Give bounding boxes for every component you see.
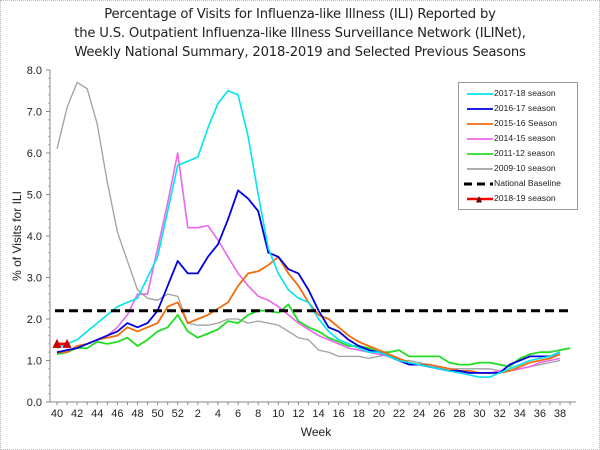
x-tick-label: 18 <box>353 408 365 420</box>
title-line-2: the U.S. Outpatient Influenza-like Illne… <box>74 26 526 41</box>
y-tick-label: 2.0 <box>27 314 42 326</box>
legend-item: 2018-19 season <box>459 192 577 206</box>
x-tick-label: 10 <box>272 408 284 420</box>
y-tick-label: 0.0 <box>27 397 42 409</box>
x-tick-label: 24 <box>413 408 425 420</box>
legend-swatch <box>467 138 493 140</box>
legend-item: National Baseline <box>459 177 577 191</box>
legend-item: 2014-15 season <box>459 132 577 146</box>
legend-item: 2016-17 season <box>459 102 577 116</box>
y-tick-label: 5.0 <box>27 190 42 202</box>
x-tick-label: 50 <box>151 408 163 420</box>
x-tick-label: 52 <box>172 408 184 420</box>
point-2018-19-season <box>52 338 62 348</box>
x-tick-label: 26 <box>433 408 445 420</box>
y-tick-label: 7.0 <box>27 107 42 119</box>
legend-label: 2015-16 Season <box>494 118 558 128</box>
y-tick-label: 4.0 <box>27 231 42 243</box>
series-2011-12-season <box>56 303 571 368</box>
legend-item: 2017-18 season <box>459 87 577 101</box>
title-line-1: Percentage of Visits for Influenza-like … <box>104 7 496 22</box>
legend-item: 2015-16 Season <box>459 117 577 131</box>
x-tick-label: 36 <box>534 408 546 420</box>
legend-label: 2011-12 season <box>494 148 555 158</box>
y-axis-label: % of Visits for ILI <box>10 191 24 281</box>
x-tick-label: 22 <box>393 408 405 420</box>
y-tick-label: 1.0 <box>27 356 42 368</box>
legend-swatch <box>467 93 493 95</box>
x-tick-label: 44 <box>91 408 103 420</box>
title-line-3: Weekly National Summary, 2018-2019 and S… <box>74 45 526 60</box>
x-tick-label: 46 <box>111 408 123 420</box>
legend-item: 2011-12 season <box>459 147 577 161</box>
series-lines <box>52 81 571 378</box>
legend-label: 2009-10 season <box>494 163 556 173</box>
x-tick-label: 48 <box>131 408 143 420</box>
axes: 0.01.02.03.04.05.06.07.08.040 42 44 46 48 50 5… <box>27 65 576 420</box>
legend-label: National Baseline <box>494 178 561 188</box>
x-tick-label: 32 <box>494 408 506 420</box>
x-axis-label: Week <box>301 425 332 439</box>
x-tick-label: 28 <box>453 408 465 420</box>
legend-swatch <box>467 196 493 203</box>
legend-label: 2017-18 season <box>494 88 556 98</box>
x-tick-label: 40 <box>51 408 63 420</box>
legend: 2017-18 season 2016-17 season 2015-16 Seas… <box>458 82 578 210</box>
legend-label: 2014-15 season <box>494 133 556 143</box>
series-2016-17-season <box>56 189 561 374</box>
legend-swatch <box>467 108 493 110</box>
legend-label: 2018-19 season <box>494 193 556 203</box>
chart-title: Percentage of Visits for Influenza-like … <box>0 5 600 62</box>
y-tick-label: 3.0 <box>27 273 42 285</box>
x-tick-label: 2 <box>195 408 201 420</box>
x-tick-label: 4 <box>215 408 221 420</box>
legend-swatch <box>464 182 493 186</box>
y-tick-label: 6.0 <box>27 148 42 160</box>
x-tick-label: 8 <box>255 408 261 420</box>
legend-item: 2009-10 season <box>459 162 577 176</box>
legend-swatch <box>467 153 493 155</box>
x-tick-label: 16 <box>333 408 345 420</box>
y-tick-label: 8.0 <box>27 65 42 77</box>
x-tick-label: 6 <box>235 408 241 420</box>
x-tick-label: 42 <box>71 408 83 420</box>
x-tick-label: 20 <box>373 408 385 420</box>
legend-swatch <box>467 123 493 125</box>
legend-swatch <box>467 168 493 170</box>
x-tick-label: 14 <box>312 408 324 420</box>
legend-label: 2016-17 season <box>494 103 556 113</box>
x-tick-label: 38 <box>554 408 566 420</box>
x-tick-label: 34 <box>514 408 526 420</box>
x-tick-label: 30 <box>473 408 485 420</box>
point-2018-19-season <box>62 338 72 348</box>
series-2017-18-season <box>56 90 561 378</box>
x-tick-label: 12 <box>292 408 304 420</box>
